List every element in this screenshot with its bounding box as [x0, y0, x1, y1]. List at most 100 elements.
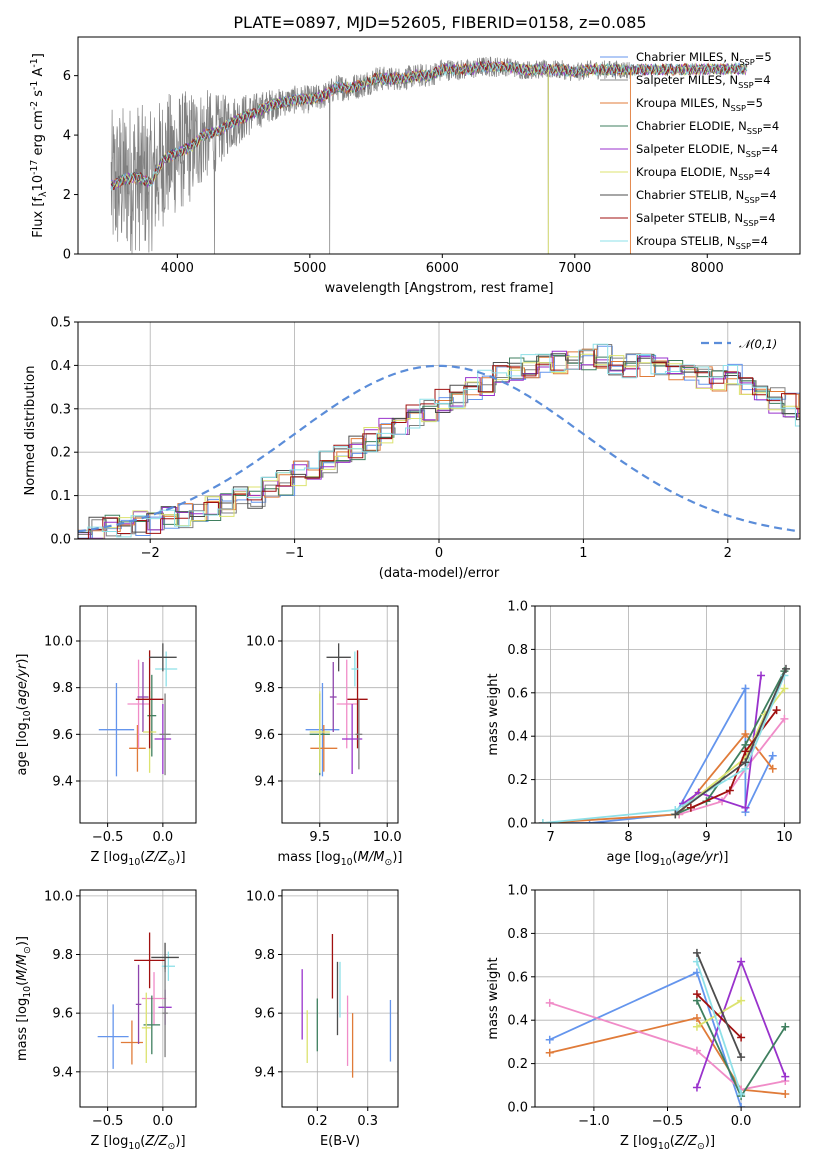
weight-series: [692, 957, 790, 1092]
y-tick-label: 0.6: [507, 970, 528, 985]
y-tick-label: 9.8: [52, 681, 73, 696]
legend-entry: Chabrier STELIB, NSSP​=4: [636, 188, 777, 205]
y-tick-label: 0.2: [50, 446, 71, 461]
legend-entry: Kroupa MILES, NSSP​=5: [636, 96, 763, 113]
weight-marker: [737, 1033, 746, 1042]
weight-marker: [692, 1022, 701, 1031]
weight-marker: [692, 948, 701, 957]
x-tick-label: −1: [285, 546, 304, 561]
y-tick-label: 0.4: [50, 359, 71, 374]
weight-marker: [772, 706, 781, 715]
weight-line: [696, 993, 742, 1039]
histogram-series: [78, 344, 800, 537]
weight-series: [692, 948, 746, 1062]
weight-line: [682, 675, 762, 809]
weight-line: [678, 718, 786, 816]
y-tick-label: 10.0: [246, 889, 275, 904]
weight-marker: [781, 1072, 790, 1081]
errorbar-point: [355, 699, 363, 770]
x-tick-label: 0.0: [153, 1114, 174, 1129]
x-tick-label: 9: [702, 830, 710, 845]
histogram-series: [78, 343, 800, 538]
weight-line: [674, 687, 786, 816]
weight-marker: [741, 758, 750, 767]
errorbar-point: [351, 651, 359, 687]
y-tick-label: 10.0: [44, 635, 73, 650]
weight-marker: [768, 751, 777, 760]
histogram-series: [78, 350, 800, 539]
panel-spectrum: 4000 5000 6000 7000 8000 0 2 4 6 wavelength [Angs…: [29, 36, 801, 296]
plot-area: [305, 643, 368, 777]
errorbar-point: [134, 932, 166, 989]
weight-marker: [781, 1022, 790, 1031]
x-tick-label: 8000: [691, 261, 724, 276]
y-tick-label: 9.8: [254, 948, 275, 963]
legend-entry: Salpeter ELODIE, NSSP​=4: [636, 142, 778, 159]
x-tick-label: 0.3: [357, 1114, 378, 1129]
x-axis-label: Z [log10​(Z/Z⊙​)]: [90, 1134, 185, 1152]
y-tick-label: 9.6: [254, 1007, 275, 1022]
panel-mass_vs_EBV: 0.2 0.3 9.4 9.6 9.8 10.0 E(B-V): [246, 889, 399, 1149]
axes-frame: [281, 889, 399, 1108]
legend-entry: Chabrier ELODIE, NSSP​=4: [636, 119, 779, 136]
y-axis-label: mass weight: [486, 673, 501, 755]
weight-marker: [692, 990, 701, 999]
panel-age_vs_mass: 9.5 10.0 9.4 9.6 9.8 10.0 mass [log10​(M/M⊙​)]: [246, 605, 403, 868]
y-axis-label: Flux [fλ​10-17​ erg cm-2​ s-1​ A-1​]: [29, 53, 49, 238]
y-tick-label: 1.0: [507, 884, 528, 899]
errorbar-point: [147, 674, 157, 757]
x-axis-label: mass [log10​(M/M⊙​)]: [278, 850, 403, 868]
y-tick-label: 1.0: [507, 600, 528, 615]
x-tick-label: 9.5: [309, 830, 330, 845]
histogram-series: [78, 353, 800, 539]
weight-marker: [768, 764, 777, 773]
model-line: [110, 61, 748, 191]
model-line: [110, 61, 748, 191]
y-tick-label: 0.0: [507, 1101, 528, 1116]
x-tick-label: −0.5: [92, 1114, 124, 1129]
panel-massweight_vs_Z: −1.0 −0.5 0.0 0.0 0.2 0.4 0.6 0.8 1.0 Z [log10​(Z…: [486, 884, 801, 1152]
y-tick-label: 0.1: [50, 489, 71, 504]
y-tick-label: 9.6: [52, 1007, 73, 1022]
errorbar-point: [98, 683, 135, 777]
x-tick-label: 1: [579, 546, 587, 561]
plot-area: [301, 933, 392, 1078]
errorbar-point: [120, 1020, 143, 1065]
weight-line: [674, 668, 787, 816]
weight-marker: [692, 1083, 701, 1092]
x-tick-label: 5000: [293, 261, 326, 276]
plot-area: [545, 948, 790, 1107]
x-tick-label: 0: [435, 546, 443, 561]
x-axis-label: wavelength [Angstrom, rest frame]: [325, 281, 554, 296]
figure-title: PLATE=0897, MJD=52605, FIBERID=0158, z=0…: [233, 13, 646, 32]
x-axis-label: Z [log10​(Z/Z⊙​)]: [620, 1134, 715, 1152]
errorbar-point: [310, 725, 338, 772]
axes-frame: [534, 605, 801, 824]
panel-residuals: −2 −1 0 1 2 0.0 0.1 0.2 0.3 0.4 0.5 (data-model)/er…: [23, 316, 801, 581]
errorbar-point: [336, 659, 357, 749]
y-tick-label: 9.6: [254, 728, 275, 743]
weight-marker: [737, 1103, 746, 1107]
histogram-series: [78, 345, 800, 539]
plot-area: [110, 56, 748, 254]
y-tick-label: 0.4: [507, 730, 528, 745]
y-tick-label: 10.0: [44, 889, 73, 904]
weight-marker: [725, 786, 734, 795]
x-tick-label: 7: [546, 830, 554, 845]
weight-line: [542, 675, 786, 823]
y-tick-label: 9.4: [254, 775, 275, 790]
weight-marker: [538, 819, 547, 823]
y-tick-label: 0.2: [507, 1057, 528, 1072]
errorbar-point: [309, 691, 330, 773]
histogram-series: [78, 348, 800, 532]
weight-marker: [741, 684, 750, 693]
y-tick-label: 0.2: [507, 773, 528, 788]
weight-marker: [780, 684, 789, 693]
errorbar-point: [159, 693, 171, 776]
y-tick-label: 9.8: [254, 681, 275, 696]
panels-container: 4000 5000 6000 7000 8000 0 2 4 6 wavelength [Angs…: [15, 36, 801, 1152]
errorbar-point: [347, 650, 368, 749]
errorbar-point: [141, 992, 151, 1064]
y-tick-label: 0.0: [507, 817, 528, 832]
